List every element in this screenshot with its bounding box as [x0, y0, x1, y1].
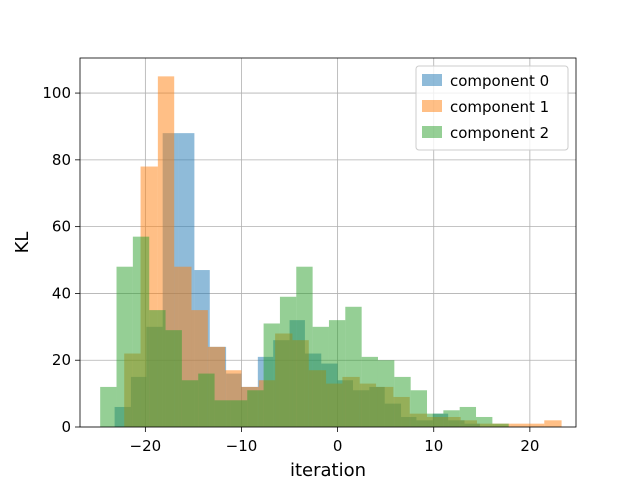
ticks: −20 −10 0 10 20 0 20 40 60 80 100 — [42, 84, 539, 455]
legend-label: component 1 — [450, 98, 549, 116]
histogram-bar — [247, 390, 264, 427]
histogram-bar — [459, 406, 477, 427]
legend: component 0 component 1 component 2 — [415, 65, 569, 151]
histogram-bar — [165, 330, 182, 427]
legend-box — [415, 65, 569, 151]
x-tick-label: −10 — [226, 437, 258, 455]
x-tick-label: 20 — [520, 437, 539, 455]
histogram-bar — [377, 360, 395, 427]
histogram-bar — [544, 420, 562, 427]
histogram-bar — [527, 423, 545, 427]
histogram-bar — [410, 390, 428, 427]
y-tick-label: 0 — [61, 418, 71, 436]
legend-swatch — [422, 126, 442, 138]
histogram-bar — [476, 416, 493, 427]
y-tick-label: 40 — [52, 284, 71, 302]
histogram-bar — [214, 400, 231, 427]
legend-swatch — [422, 74, 442, 86]
histogram-bar — [312, 326, 329, 427]
y-tick-label: 100 — [42, 84, 71, 102]
histogram-bar — [427, 413, 444, 427]
histogram-bar — [361, 356, 378, 427]
x-tick-label: −20 — [130, 437, 162, 455]
histogram-bar — [345, 306, 362, 427]
legend-label: component 0 — [450, 72, 549, 90]
bars — [100, 76, 562, 427]
x-axis-label: iteration — [290, 460, 366, 480]
histogram-bar — [181, 380, 199, 427]
histogram-bar — [328, 320, 346, 427]
legend-swatch — [422, 100, 442, 112]
histogram-bar — [394, 376, 411, 427]
histogram-bar — [492, 423, 509, 427]
x-tick-label: 10 — [424, 437, 443, 455]
series-2-bars — [100, 236, 509, 427]
histogram-bar — [263, 323, 280, 427]
y-axis-label: KL — [12, 232, 33, 254]
histogram-bar — [510, 423, 528, 427]
x-tick-label: 0 — [333, 437, 343, 455]
histogram-bar — [198, 373, 215, 427]
histogram-bar — [279, 296, 297, 427]
histogram-bar — [443, 410, 460, 427]
histogram-bar — [100, 386, 117, 427]
y-tick-label: 80 — [52, 151, 71, 169]
legend-label: component 2 — [450, 124, 549, 142]
histogram-bar — [132, 236, 150, 427]
plot-frame — [79, 57, 577, 428]
y-tick-label: 60 — [52, 218, 71, 236]
histogram-bar — [230, 400, 248, 427]
histogram-bar — [116, 266, 133, 427]
y-tick-label: 20 — [52, 351, 71, 369]
histogram-bar — [149, 310, 166, 427]
histogram-bar — [296, 266, 313, 427]
